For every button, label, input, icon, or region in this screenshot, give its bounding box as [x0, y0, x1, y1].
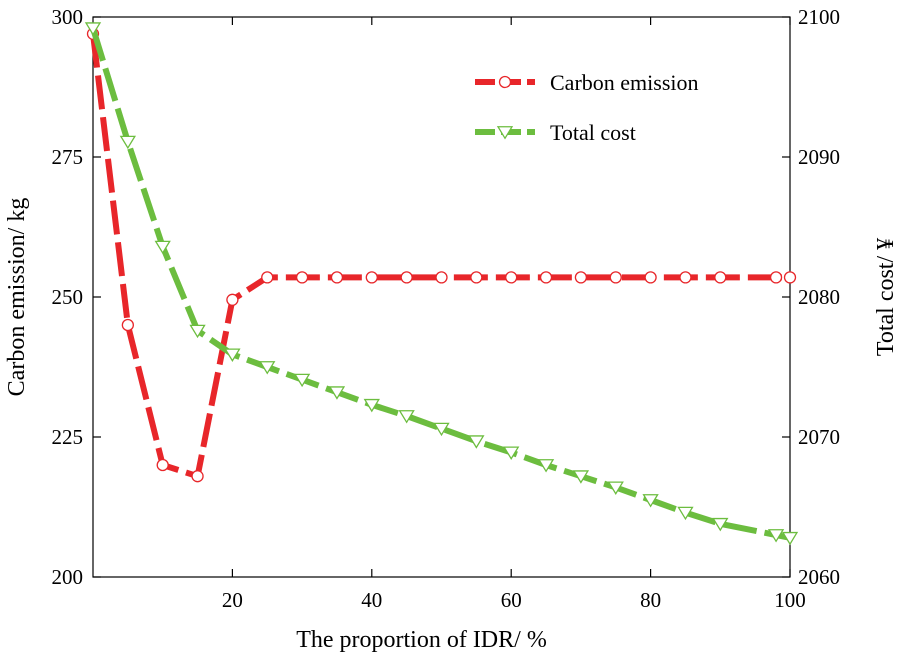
data-point	[642, 494, 659, 508]
axes: 20 40 60 80 100 200 225 250 275 300 2060 2070 2080 20…	[4, 5, 899, 653]
data-point	[328, 386, 346, 400]
series-line-carbon-emission	[90, 33, 790, 480]
data-point	[84, 22, 102, 36]
y-left-tick-label: 300	[52, 5, 84, 29]
series-layer	[84, 22, 799, 546]
data-point	[330, 271, 344, 284]
y-left-tick-label: 200	[52, 565, 84, 589]
x-tick-label: 80	[640, 588, 661, 612]
data-point	[609, 271, 622, 284]
y-right-axis-label: Total cost/ ¥	[873, 238, 899, 356]
data-point	[574, 271, 588, 284]
data-point	[363, 398, 380, 413]
y-right-tick-label: 2060	[798, 565, 840, 589]
data-point	[295, 271, 309, 284]
data-point	[783, 271, 797, 284]
legend: Carbon emission Total cost	[475, 70, 699, 145]
data-point	[293, 373, 311, 388]
data-point	[679, 271, 692, 284]
data-point	[259, 361, 276, 375]
data-point	[400, 271, 413, 284]
data-point	[677, 506, 694, 521]
data-point	[191, 470, 204, 483]
y-right-tick-label: 2070	[798, 425, 840, 449]
data-point	[189, 324, 206, 339]
y-right-tick-label: 2100	[798, 5, 840, 29]
data-point	[607, 481, 624, 495]
data-point	[261, 271, 274, 284]
y-left-tick-label: 275	[52, 145, 84, 169]
data-point	[224, 348, 241, 362]
data-point	[365, 271, 378, 284]
data-point	[468, 435, 485, 449]
data-point	[537, 459, 555, 473]
data-point	[121, 318, 134, 332]
y-left-tick-label: 250	[52, 285, 84, 309]
data-point	[433, 422, 450, 437]
data-point	[712, 517, 729, 532]
plot-frame	[92, 16, 791, 578]
data-point	[769, 271, 783, 284]
data-point	[470, 271, 483, 284]
data-point	[767, 529, 785, 543]
data-point	[435, 271, 448, 284]
series-line-total-cost	[90, 27, 791, 541]
data-point	[644, 271, 657, 284]
data-point	[539, 271, 553, 284]
data-point	[781, 531, 799, 546]
x-tick-label: 40	[361, 588, 382, 612]
data-point	[398, 410, 415, 424]
data-point	[714, 271, 727, 284]
data-point	[119, 135, 137, 150]
y-left-tick-label: 225	[52, 425, 84, 449]
y-right-tick-label: 2080	[798, 285, 840, 309]
data-point	[505, 271, 518, 284]
y-right-tick-label: 2090	[798, 145, 840, 169]
x-axis-label: The proportion of IDR/ %	[296, 627, 547, 653]
legend-marker	[496, 126, 514, 140]
y-left-axis-label: Carbon emission/ kg	[4, 198, 30, 397]
data-point	[572, 470, 590, 484]
legend-label: Total cost	[550, 120, 636, 145]
legend-label: Carbon emission	[550, 70, 699, 95]
x-tick-label: 20	[222, 588, 243, 612]
data-point	[156, 458, 169, 472]
data-point	[503, 446, 520, 460]
x-tick-label: 60	[501, 588, 522, 612]
legend-marker	[498, 75, 512, 89]
x-tick-label: 100	[774, 588, 806, 612]
data-point	[226, 293, 239, 306]
data-point	[154, 240, 171, 255]
plot-area	[92, 16, 791, 578]
